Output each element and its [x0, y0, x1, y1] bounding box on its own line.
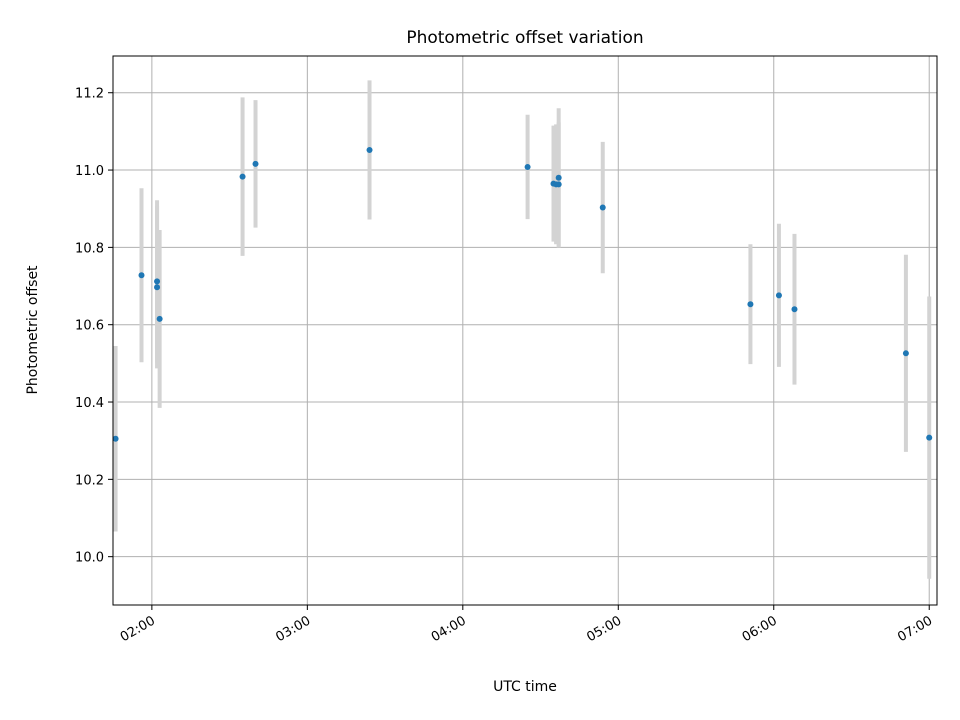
chart-title: Photometric offset variation: [406, 28, 643, 48]
data-point: [239, 173, 246, 180]
y-tick-label: 10.4: [75, 396, 104, 411]
plot-frame: [112, 55, 938, 606]
y-tick-label: 11.0: [75, 164, 104, 179]
data-point: [138, 272, 145, 279]
y-axis-ticks: 10.0 10.2 10.4 10.6 10.8 11.0 11.2: [75, 87, 113, 566]
data-point: [599, 204, 606, 211]
x-axis-label: UTC time: [493, 679, 557, 695]
data-point: [902, 350, 909, 357]
data-point: [555, 181, 562, 188]
y-tick-label: 10.6: [75, 319, 104, 334]
data-point: [775, 292, 782, 299]
y-axis-label: Photometric offset: [25, 265, 41, 395]
data-point: [112, 435, 119, 442]
data-point: [555, 174, 562, 181]
data-point: [747, 301, 754, 308]
data-points: [112, 146, 933, 442]
y-tick-label: 10.0: [75, 551, 104, 566]
data-point: [524, 163, 531, 170]
data-point: [156, 315, 163, 322]
data-point: [154, 284, 161, 291]
data-point: [791, 306, 798, 313]
y-tick-label: 10.8: [75, 241, 104, 256]
data-point: [252, 160, 259, 167]
data-point: [366, 146, 373, 153]
data-point: [926, 434, 933, 441]
y-tick-label: 11.2: [75, 87, 104, 102]
y-tick-label: 10.2: [75, 473, 104, 488]
data-point: [154, 278, 161, 285]
